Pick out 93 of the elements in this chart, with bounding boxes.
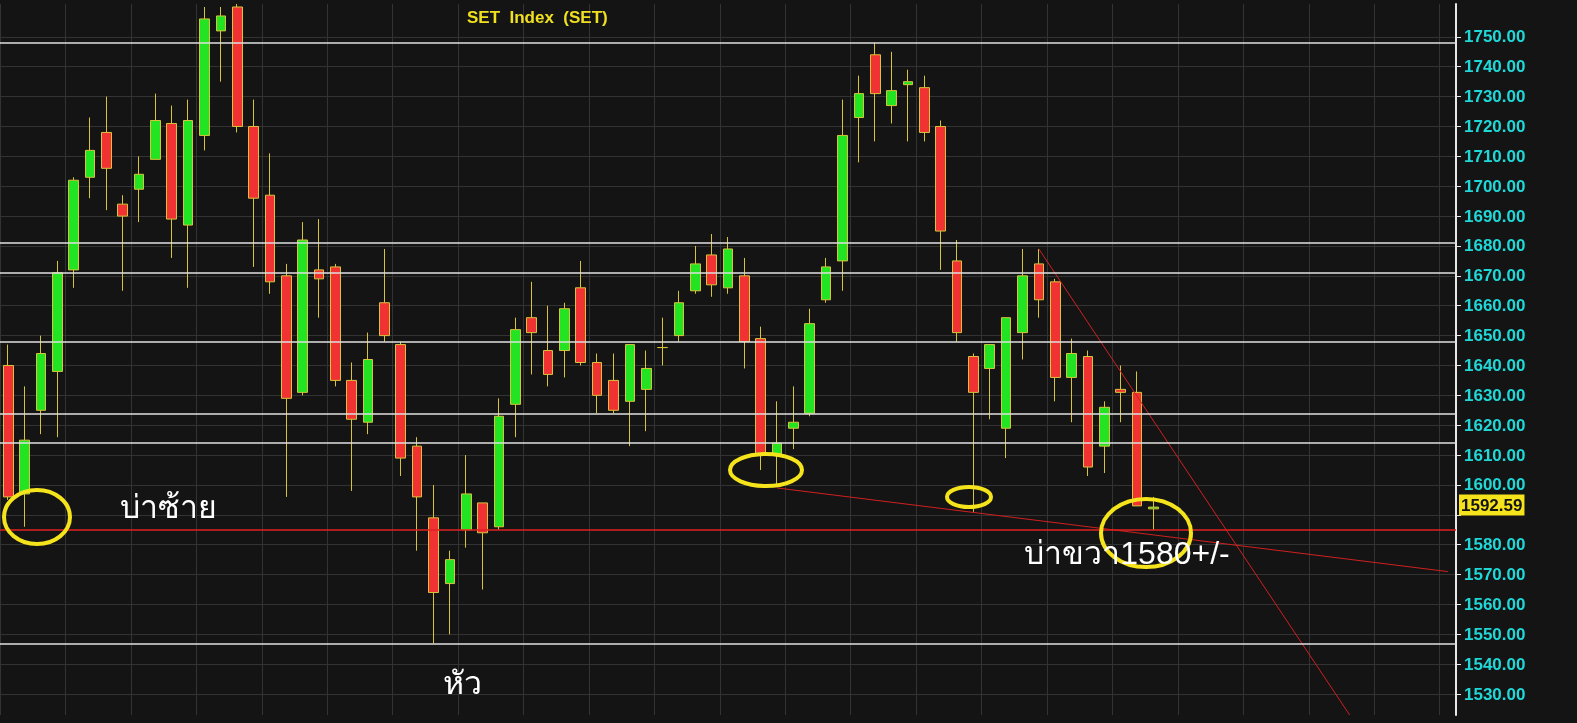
y-tick-label: 1720.00	[1464, 116, 1526, 136]
y-tick-label: 1620.00	[1464, 415, 1526, 435]
candlestick	[706, 233, 717, 298]
y-tick-label: 1630.00	[1464, 385, 1526, 405]
candlestick	[477, 502, 488, 591]
candlestick	[281, 263, 292, 498]
annotation: หัว	[442, 665, 482, 701]
candlestick	[134, 155, 144, 223]
y-tick-label: 1730.00	[1464, 87, 1526, 107]
candlestick	[821, 257, 831, 304]
chart-title: SET Index (SET)	[467, 8, 608, 27]
candlestick	[1099, 400, 1110, 474]
candlestick	[559, 302, 570, 378]
candlestick	[412, 436, 422, 552]
candlestick	[216, 6, 226, 83]
y-tick-label: 1650.00	[1464, 326, 1526, 346]
candlestick	[641, 350, 652, 432]
candlestick	[608, 353, 619, 414]
candlestick	[903, 69, 913, 142]
candlestick	[1083, 350, 1093, 477]
candlestick	[837, 99, 848, 292]
candlestick	[510, 317, 521, 438]
candlestick	[1115, 364, 1126, 423]
y-tick-label: 1540.00	[1464, 654, 1526, 674]
candlestick	[723, 236, 733, 295]
candlestick	[166, 105, 177, 259]
candlestick	[657, 317, 668, 366]
candlestick	[1148, 496, 1159, 531]
text: 1592.59	[1461, 495, 1523, 515]
candlestick	[788, 385, 799, 450]
candlestick	[297, 221, 308, 396]
y-tick-label: 1600.00	[1464, 475, 1526, 495]
candlestick	[445, 550, 455, 635]
candlestick	[625, 344, 635, 447]
candlestick	[85, 117, 95, 199]
y-tick-label: 1580.00	[1464, 535, 1526, 555]
y-tick-label: 1680.00	[1464, 236, 1526, 256]
y-tick-label: 1570.00	[1464, 565, 1526, 585]
candlestick	[461, 454, 472, 549]
y-tick-label: 1690.00	[1464, 206, 1526, 226]
candlestick	[3, 344, 14, 501]
candlestick	[346, 361, 357, 492]
candlestick	[1066, 338, 1077, 423]
candlestick	[854, 75, 864, 163]
candlestick	[1017, 248, 1028, 360]
candlestick	[674, 290, 684, 343]
candlestick	[52, 260, 63, 438]
candlestick	[36, 335, 46, 435]
candlestick	[592, 353, 602, 414]
candlestick	[1001, 317, 1011, 459]
y-tick-label: 1670.00	[1464, 266, 1526, 286]
candlestick	[330, 263, 341, 387]
y-tick-label: 1560.00	[1464, 594, 1526, 614]
candlestick	[379, 248, 390, 343]
candlestick	[935, 120, 946, 271]
candlestick	[755, 326, 766, 471]
y-tick-label: 1530.00	[1464, 684, 1526, 704]
y-tick-label: 1610.00	[1464, 445, 1526, 465]
candlestick	[919, 75, 930, 142]
candlestick	[543, 305, 553, 387]
candlestick	[183, 99, 193, 289]
y-tick-label: 1640.00	[1464, 355, 1526, 375]
candlestick	[395, 341, 406, 477]
candlestick	[494, 397, 504, 531]
candlestick	[739, 257, 750, 369]
y-tick-label: 1750.00	[1464, 27, 1526, 47]
candlestick	[804, 308, 815, 417]
candlestick	[101, 96, 112, 211]
candlestick	[886, 51, 897, 124]
candlestick	[199, 6, 210, 151]
candlestick	[68, 176, 79, 289]
y-tick-label: 1700.00	[1464, 176, 1526, 196]
y-tick-label: 1660.00	[1464, 296, 1526, 316]
candlestick	[1034, 248, 1044, 319]
candlestick	[690, 245, 701, 295]
candlestick	[265, 152, 275, 295]
candlestick	[968, 353, 979, 513]
y-tick-label: 1550.00	[1464, 624, 1526, 644]
candlestick	[363, 332, 373, 435]
annotation: บ่าซ้าย	[119, 489, 217, 525]
candlestick	[952, 239, 962, 343]
candlestick	[870, 42, 881, 142]
y-tick-label: 1740.00	[1464, 57, 1526, 77]
y-tick-label: 1710.00	[1464, 146, 1526, 166]
candlestick	[575, 260, 586, 366]
candlestick	[1050, 278, 1061, 402]
candlestick	[117, 194, 128, 292]
candlestick	[248, 99, 259, 268]
candlestick	[984, 344, 995, 420]
candlestick	[526, 281, 537, 375]
candlestick	[428, 484, 439, 644]
candlestick	[232, 3, 243, 133]
candlestick	[150, 93, 161, 160]
